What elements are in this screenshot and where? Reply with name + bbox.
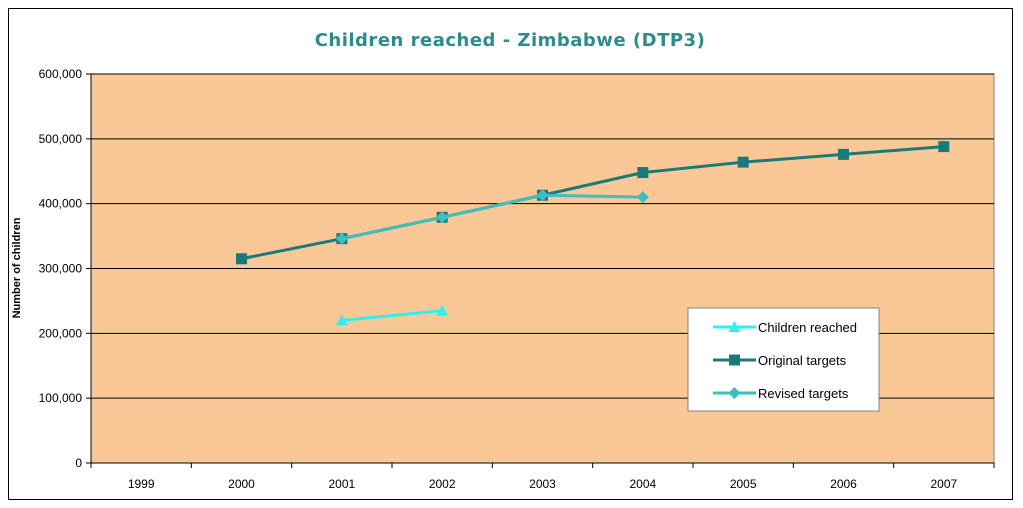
x-tick-label: 2001 xyxy=(328,477,355,491)
data-point-original-targets xyxy=(637,167,649,179)
data-point-revised-targets xyxy=(335,232,348,245)
data-point-original-targets xyxy=(938,141,950,153)
data-point-original-targets xyxy=(737,156,749,168)
data-point-children-reached xyxy=(335,314,348,326)
series-line-revised-targets xyxy=(341,193,643,241)
x-tick-label: 2002 xyxy=(429,477,456,491)
x-tick-label: 1999 xyxy=(128,477,155,491)
x-tick-label: 2000 xyxy=(228,477,255,491)
series-children-reached xyxy=(335,304,449,326)
y-tick-label: 300,000 xyxy=(39,262,83,276)
legend-item-original-targets: Original targets xyxy=(713,353,847,368)
y-axis-label: Number of children xyxy=(11,217,23,318)
x-tick-label: 2007 xyxy=(930,477,957,491)
x-tick-label: 2005 xyxy=(730,477,757,491)
series-line-children-reached xyxy=(341,309,443,322)
y-tick-label: 400,000 xyxy=(39,197,83,211)
x-tick-label: 2004 xyxy=(629,477,656,491)
legend-marker xyxy=(728,387,741,399)
legend: Children reached Original targets Revised … xyxy=(687,307,880,412)
x-axis-ticks: 1999 2000 2001 2002 2003 2004 2005 2006 2007 xyxy=(90,463,995,491)
legend-label: Revised targets xyxy=(758,386,849,401)
data-point-revised-targets xyxy=(636,191,649,204)
data-point-revised-targets xyxy=(536,189,549,202)
y-tick-label: 500,000 xyxy=(39,132,83,146)
y-tick-label: 100,000 xyxy=(39,391,83,405)
y-axis-ticks: 0 100,000 200,000 300,000 400,000 500,000 600,… xyxy=(39,67,91,470)
legend-label: Children reached xyxy=(758,320,857,335)
data-point-original-targets xyxy=(838,148,849,160)
y-tick-label: 600,000 xyxy=(39,67,83,81)
y-tick-label: 0 xyxy=(75,456,82,470)
series-revised-targets xyxy=(335,189,649,245)
gridlines xyxy=(91,73,994,399)
legend-item-children-reached: Children reached xyxy=(713,320,857,335)
legend-item-revised-targets: Revised targets xyxy=(713,386,849,401)
data-point-original-targets xyxy=(236,253,247,265)
legend-label: Original targets xyxy=(758,353,847,368)
series-layer xyxy=(236,141,950,326)
data-point-revised-targets xyxy=(436,211,449,224)
x-tick-label: 2006 xyxy=(830,477,857,491)
data-point-children-reached xyxy=(436,304,449,316)
y-tick-label: 200,000 xyxy=(39,326,83,340)
legend-marker xyxy=(728,321,741,332)
chart-title: Children reached - Zimbabwe (DTP3) xyxy=(315,30,706,51)
legend-marker xyxy=(729,354,740,366)
x-tick-label: 2003 xyxy=(529,477,556,491)
